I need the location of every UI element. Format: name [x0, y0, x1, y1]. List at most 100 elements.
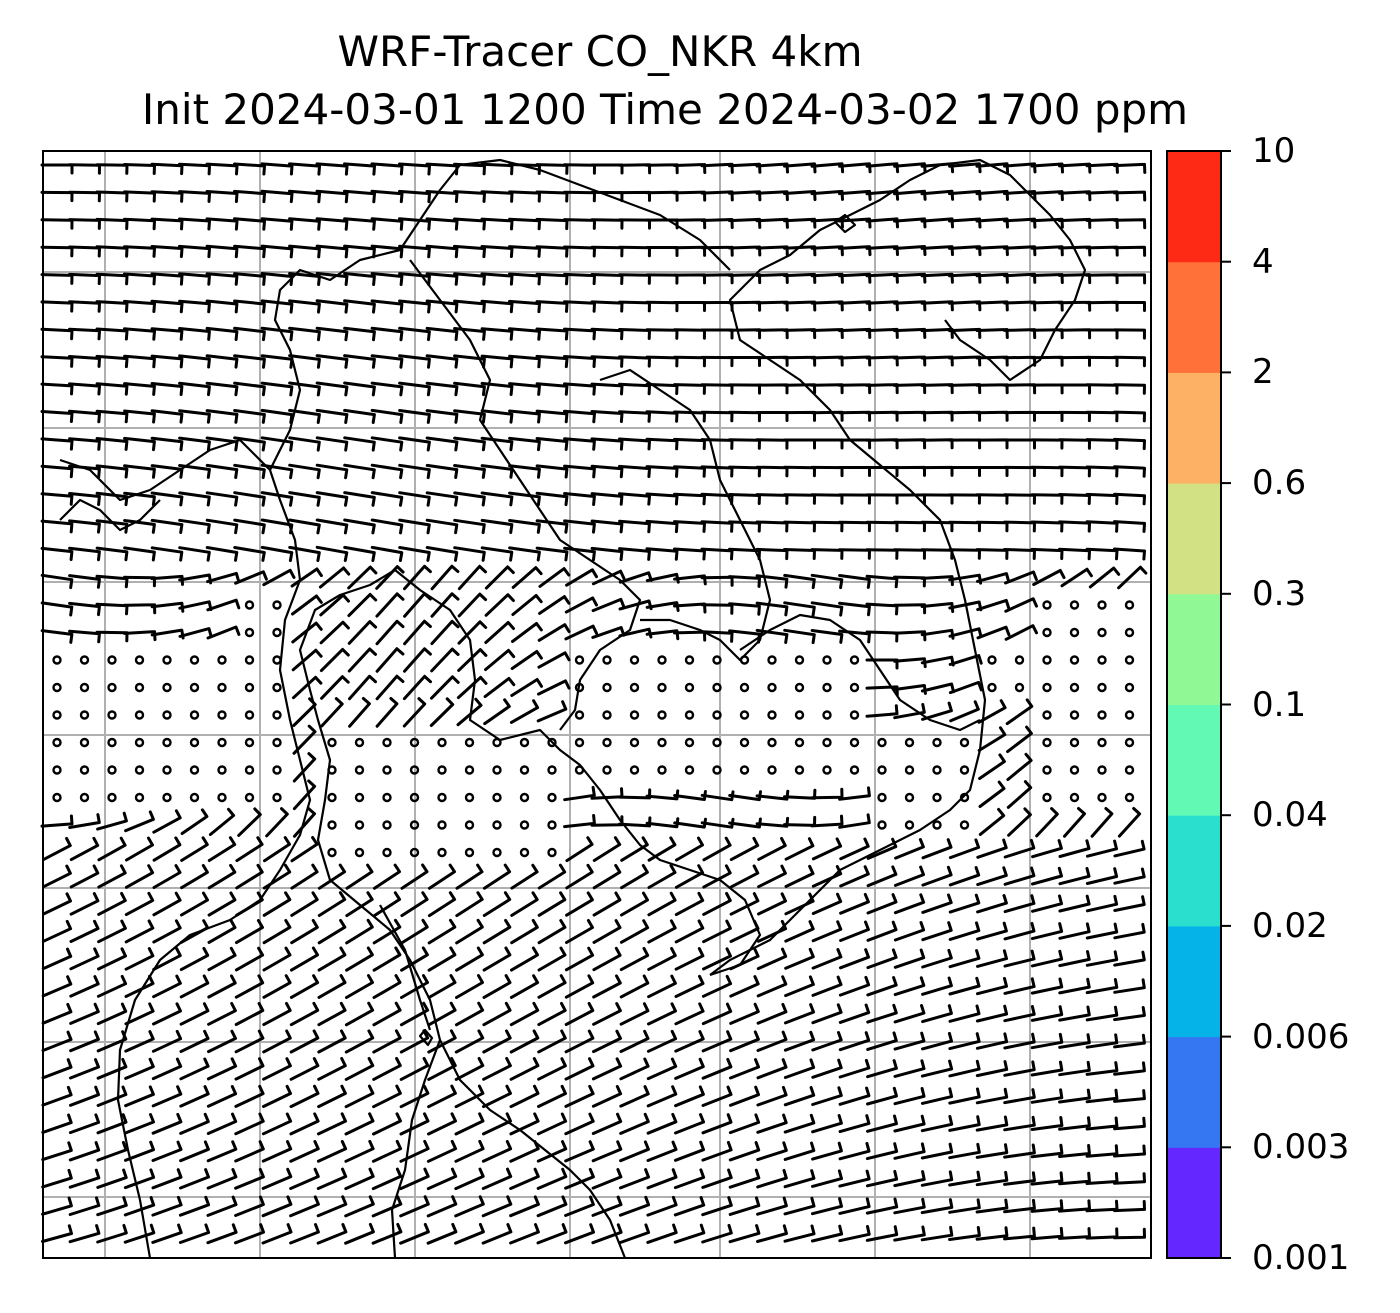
wind-barb — [234, 1112, 265, 1136]
wind-barb — [317, 1112, 347, 1136]
wind-barb — [151, 1057, 183, 1081]
wind-barb — [124, 891, 155, 917]
wind-barb — [347, 647, 377, 673]
wind-barb — [535, 217, 569, 231]
colorbar-tick-label: 10 — [1252, 131, 1296, 171]
wind-barb — [728, 1168, 761, 1189]
wind-barb — [69, 1058, 100, 1080]
calm-marker — [162, 655, 172, 665]
wind-barb — [343, 408, 376, 424]
wind-barb — [701, 1168, 733, 1189]
wind-barb — [316, 1223, 348, 1245]
wind-barb — [564, 596, 598, 614]
wind-barb — [292, 752, 317, 783]
wind-barb — [591, 1195, 623, 1217]
wind-barb — [262, 919, 292, 945]
wind-barb — [123, 382, 156, 396]
wind-barb — [288, 463, 321, 480]
wind-barb — [756, 1141, 788, 1162]
calm-marker — [382, 737, 392, 748]
wind-barb — [68, 190, 101, 203]
wind-barb — [508, 245, 541, 258]
wind-barb — [315, 162, 349, 176]
calm-marker — [354, 737, 365, 748]
wind-barb — [179, 1057, 210, 1081]
calm-marker — [794, 737, 805, 748]
wind-barb — [320, 697, 344, 728]
wind-barb — [702, 836, 732, 862]
calm-marker — [272, 682, 282, 693]
wind-barb — [647, 864, 677, 889]
wind-barb — [315, 436, 349, 452]
calm-marker — [134, 792, 145, 803]
wind-barb — [509, 1223, 540, 1245]
wind-barb — [343, 463, 376, 480]
wind-barb — [783, 1141, 816, 1161]
wind-barb — [123, 354, 156, 369]
wind-barb — [260, 189, 294, 204]
wind-barb — [948, 548, 981, 560]
calm-marker — [244, 737, 255, 748]
wind-barb — [427, 891, 457, 918]
calm-marker — [822, 655, 832, 665]
wind-barb — [480, 190, 514, 203]
wind-barb — [590, 327, 624, 341]
wind-barb — [288, 518, 321, 535]
colorbar-segment — [1167, 925, 1221, 1038]
wind-barb — [784, 892, 815, 916]
calm-marker — [272, 627, 282, 638]
wind-barb — [179, 1112, 210, 1135]
wind-barb — [1058, 1227, 1091, 1240]
wind-barb — [344, 1195, 375, 1218]
wind-barb — [948, 520, 981, 533]
wind-barb — [1003, 548, 1036, 560]
wind-barb — [344, 1029, 375, 1054]
wind-barb — [563, 492, 596, 506]
wind-barb — [95, 354, 129, 369]
wind-barb — [618, 300, 651, 313]
wind-barb — [456, 697, 483, 727]
wind-barb — [1088, 566, 1121, 589]
calm-marker — [189, 737, 200, 748]
wind-barb — [315, 518, 349, 535]
calm-marker — [1014, 682, 1025, 693]
wind-barb — [1030, 1005, 1064, 1022]
wind-barb — [260, 408, 294, 424]
wind-barb — [233, 546, 266, 562]
wind-barb — [453, 546, 486, 562]
wind-barb — [975, 1087, 1009, 1105]
wind-barb — [41, 947, 73, 971]
wind-barb — [618, 245, 651, 258]
wind-barb — [756, 1224, 788, 1243]
wind-barb — [563, 190, 596, 203]
wind-barb — [592, 863, 622, 890]
wind-barb — [1085, 894, 1119, 913]
wind-barb — [178, 409, 211, 424]
wind-barb — [234, 1002, 265, 1026]
wind-barb — [233, 354, 266, 369]
calm-marker — [712, 682, 722, 693]
wind-barb — [866, 1086, 898, 1106]
wind-barb — [978, 807, 1006, 836]
calm-marker — [1069, 710, 1080, 720]
wind-barb — [865, 1169, 899, 1188]
wind-barb — [565, 836, 594, 863]
wind-barb — [235, 836, 264, 863]
calm-marker — [657, 682, 667, 693]
wind-barb — [178, 381, 211, 397]
wind-barb — [372, 1001, 402, 1027]
wind-barb — [811, 1058, 843, 1079]
colorbar-segment — [1167, 704, 1221, 816]
wind-barb — [317, 1029, 347, 1054]
wind-barb — [893, 948, 926, 969]
wind-barb — [893, 893, 926, 915]
wind-barb — [484, 648, 516, 672]
wind-barb — [728, 410, 761, 423]
wind-barb — [375, 592, 405, 618]
calm-marker — [52, 710, 62, 720]
calm-marker — [244, 627, 255, 638]
wind-barb — [402, 697, 427, 728]
calm-marker — [739, 737, 750, 748]
wind-barb — [123, 299, 156, 313]
wind-barb — [319, 647, 350, 673]
